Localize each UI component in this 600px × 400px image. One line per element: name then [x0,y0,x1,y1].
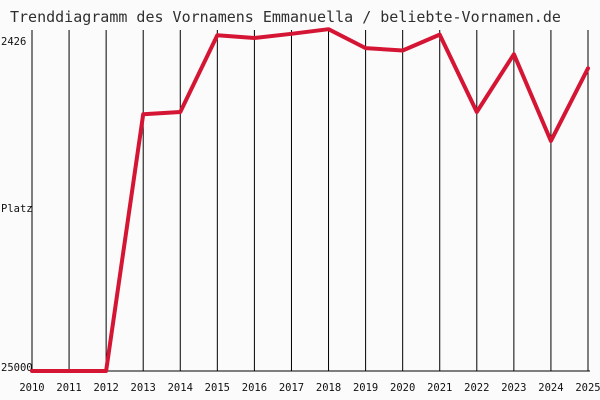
x-tick-label-2013: 2013 [131,382,156,394]
x-tick-label-2015: 2015 [205,382,230,394]
chart-title: Trenddiagramm des Vornamens Emmanuella /… [10,8,561,26]
series [30,27,590,373]
y-tick-label-bottom: 25000 [1,362,33,374]
x-tick-label-2010: 2010 [19,382,44,394]
x-tick-label-2017: 2017 [279,382,304,394]
x-tick-labels: 2010 2011 2012 2013 2014 2015 2016 2017 2018 2019… [19,382,600,394]
x-tick-label-2020: 2020 [390,382,415,394]
x-tick-label-2021: 2021 [427,382,452,394]
y-tick-label-top: 2426 [1,36,26,48]
x-tick-label-2018: 2018 [316,382,341,394]
x-tick-label-2011: 2011 [56,382,81,394]
x-tick-label-2025: 2025 [575,382,600,394]
y-axis-label: Platz [1,203,33,215]
x-tick-label-2024: 2024 [538,382,563,394]
x-tick-label-2022: 2022 [464,382,489,394]
x-tick-label-2016: 2016 [242,382,267,394]
series-line-0 [30,27,590,373]
x-tick-label-2014: 2014 [168,382,193,394]
grid-lines [68,30,589,371]
x-tick-label-2023: 2023 [501,382,526,394]
x-tick-label-2019: 2019 [353,382,378,394]
axes [31,30,590,372]
x-tick-label-2012: 2012 [93,382,118,394]
